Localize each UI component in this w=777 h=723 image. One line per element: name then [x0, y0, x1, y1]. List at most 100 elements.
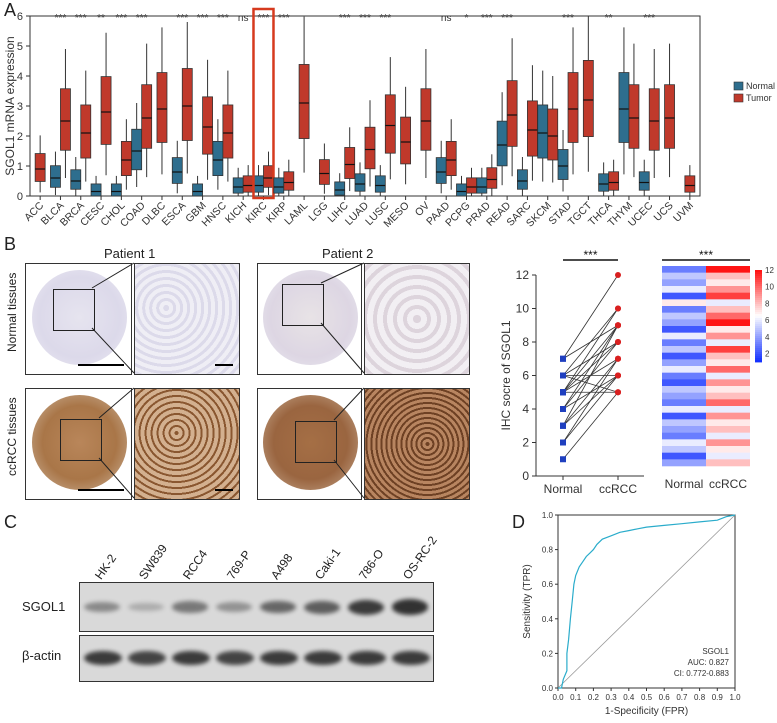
x-tick-label: 0.2 — [588, 693, 600, 702]
pair-line — [562, 341, 619, 393]
wb-row1-label: SGOL1 — [22, 599, 66, 614]
significance-READ: *** — [501, 13, 513, 24]
wb-band-sgol1 — [84, 601, 120, 613]
heatmap-cell-ccrcc — [706, 419, 750, 427]
tumor-KIRC-box — [263, 165, 274, 188]
y-tick-label: 10 — [516, 302, 530, 316]
heatmap-cell-normal — [662, 359, 706, 367]
y-tick-label: 0 — [17, 191, 23, 203]
significance-THCA: ** — [605, 13, 613, 24]
legend-swatch-normal — [733, 81, 744, 91]
ccrcc-point — [615, 322, 621, 329]
heatmap-cell-normal — [662, 292, 706, 300]
colorbar-segment — [755, 328, 762, 331]
pair-line — [562, 375, 619, 410]
x-tick-label-LAML: LAML — [282, 200, 310, 228]
colorbar-segment — [755, 300, 762, 303]
normal-STAD-box — [557, 149, 569, 180]
panel-d-roc-chart: 0.0 0.1 0.2 0.3 0.4 0.5 0.6 0.7 0.8 0.9 1.0 0.0 0.2 0… — [522, 511, 741, 717]
x-tick-label-ESCA: ESCA — [160, 200, 189, 229]
tumor-TGCT-box — [582, 60, 594, 137]
heatmap-cell-ccrcc — [706, 426, 750, 433]
wb-band-actin — [128, 651, 166, 665]
colorbar-tick: 8 — [765, 299, 770, 308]
wb-band-sgol1 — [260, 600, 296, 614]
heatmap-cell-normal — [662, 439, 706, 447]
x-tick-label: 0.8 — [694, 693, 706, 702]
ccrcc-point — [615, 305, 621, 312]
y-axis-label: Sensitivity (TPR) — [522, 564, 533, 638]
significance-PAAD: ns — [441, 13, 452, 24]
heatmap-cell-ccrcc — [706, 279, 750, 287]
tumor-PAAD-box — [445, 140, 457, 176]
x-tick-label: 0.1 — [570, 693, 582, 702]
pair-line — [562, 308, 619, 376]
significance-LUAD: *** — [359, 13, 371, 24]
x-tick-label-UVM: UVM — [671, 200, 696, 225]
tumor-LGG-box — [318, 159, 330, 185]
normal-PCPG-box — [456, 183, 467, 197]
normal-HNSC-box — [212, 140, 224, 176]
tumor-HNSC-box — [222, 104, 234, 159]
ccrcc-point — [615, 355, 621, 362]
heatmap-cell-ccrcc — [706, 386, 750, 393]
colorbar-tick: 6 — [765, 316, 770, 325]
normal-KIRC-box — [253, 175, 264, 193]
legend-label-normal: Normal — [746, 81, 775, 91]
significance-CHOL: *** — [116, 13, 128, 24]
panel-b-heatmap: *** Normal ccRCC 2 4 6 8 10 12 — [662, 250, 774, 491]
wb-band-actin — [172, 651, 210, 665]
colorbar-segment — [755, 314, 762, 317]
wb-sgol1-strip — [79, 582, 434, 632]
heatmap-cell-ccrcc — [706, 379, 750, 387]
heatmap-cell-ccrcc — [706, 292, 750, 300]
x-tick-label-LGG: LGG — [306, 200, 330, 224]
tumor-UVM-box — [684, 175, 696, 193]
y-axis-label: SGOL1 mRNA expression — [3, 36, 17, 175]
significance-KIRP: *** — [278, 13, 290, 24]
colorbar-segment — [755, 306, 762, 309]
wb-band-sgol1 — [348, 599, 384, 615]
ccrcc-point — [615, 339, 621, 345]
legend-swatch-tumor — [733, 93, 744, 103]
heatmap-cell-ccrcc — [706, 299, 750, 307]
wb-band-actin — [392, 651, 430, 665]
normal-point — [560, 389, 566, 396]
heatmap-cell-ccrcc — [706, 352, 750, 360]
pair-line — [562, 325, 619, 426]
heatmap-col-normal: Normal — [665, 477, 704, 491]
y-tick-label: 0.6 — [542, 580, 554, 589]
heatmap-cell-normal — [662, 326, 706, 333]
colorbar-segment — [755, 340, 762, 343]
panel-letter-b: B — [4, 234, 17, 254]
normal-point — [560, 372, 566, 379]
y-tick-label: 0.4 — [542, 615, 554, 624]
x-tick-label: 0.4 — [623, 693, 635, 702]
x-tick-label: 0.6 — [659, 693, 671, 702]
colorbar-segment — [755, 270, 762, 273]
y-tick-label: 4 — [17, 71, 23, 83]
y-tick-label: 6 — [522, 369, 529, 383]
x-tick-label: 0.0 — [552, 693, 564, 702]
tumor-READ-box — [506, 80, 518, 147]
tumor-THYM-box — [628, 84, 640, 149]
heatmap-cell-normal — [662, 459, 706, 467]
tumor-COAD-box — [141, 84, 153, 149]
heatmap-cell-normal — [662, 452, 706, 460]
normal-LIHC-box — [334, 181, 346, 196]
colorbar-tick: 4 — [765, 333, 770, 342]
heatmap-cell-ccrcc — [706, 286, 750, 293]
x-tick-label: 0.7 — [676, 693, 688, 702]
tumor-LUSC-box — [384, 94, 396, 154]
y-tick-label: 1 — [17, 161, 23, 173]
significance-BRCA: *** — [75, 13, 87, 24]
colorbar-segment — [755, 296, 762, 299]
colorbar-segment — [755, 302, 762, 305]
colorbar-segment — [755, 360, 762, 363]
colorbar-segment — [755, 338, 762, 341]
ccrcc-point — [615, 389, 621, 396]
y-tick-label: 5 — [17, 41, 23, 53]
heatmap-significance-label: *** — [699, 250, 713, 262]
wb-band-actin — [216, 651, 254, 665]
pair-line — [562, 375, 619, 393]
